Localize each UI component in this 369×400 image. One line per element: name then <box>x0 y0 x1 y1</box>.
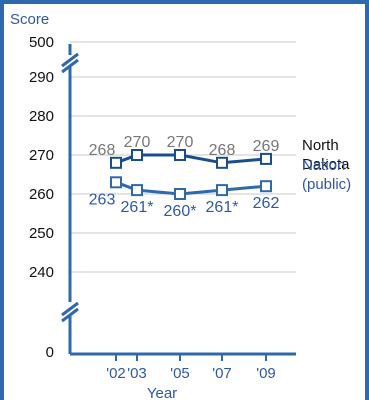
data-label: 260* <box>164 203 197 220</box>
y-axis-title: Score <box>10 11 49 28</box>
data-point-marker <box>216 156 228 169</box>
series-name-label: Dakota <box>302 156 350 173</box>
score-line-chart: 0 240 250 260 270 280 290 500 '02'03 '05 '07 '09 2… <box>10 11 351 400</box>
data-label: 268 <box>209 142 236 159</box>
y-tick-label: 240 <box>29 264 54 281</box>
data-point-marker <box>216 184 228 197</box>
y-tick-label: 290 <box>29 69 54 86</box>
data-label: 268 <box>89 142 116 159</box>
x-tick-label: '02 <box>106 365 126 382</box>
series-name-label: (public) <box>302 176 351 193</box>
axis-break-mark <box>61 52 79 68</box>
x-tick-label: '07 <box>212 365 232 382</box>
x-tick-label: '05 <box>170 365 190 382</box>
data-label: 270 <box>124 134 151 151</box>
data-point-marker <box>260 152 272 165</box>
data-point-marker <box>260 180 272 193</box>
y-tick-label: 250 <box>29 225 54 242</box>
data-label: 261* <box>206 199 239 216</box>
data-point-marker <box>110 176 122 189</box>
x-tick-label: '09 <box>256 365 276 382</box>
axes <box>61 44 296 361</box>
series-nation <box>110 176 272 200</box>
data-label: 261* <box>121 199 154 216</box>
data-point-marker <box>110 156 122 169</box>
series-name-label: North <box>302 137 339 154</box>
data-label: 269 <box>253 138 280 155</box>
axis-break-mark <box>61 58 79 74</box>
axis-break-mark <box>61 307 79 323</box>
series-name-label: Nation <box>302 157 345 174</box>
y-tick-labels: 0 240 250 260 270 280 290 500 <box>29 34 54 361</box>
data-labels: 268 270 270 268 269 263 261* 260* 261* 262 <box>89 134 280 220</box>
data-label: 262 <box>253 195 280 212</box>
data-label: 270 <box>167 134 194 151</box>
series-north-dakota <box>110 149 272 169</box>
series <box>110 149 272 200</box>
y-tick-label: 500 <box>29 34 54 51</box>
x-tick-label: '03 <box>127 365 147 382</box>
y-tick-label: 0 <box>46 344 54 361</box>
data-label: 263 <box>89 191 116 208</box>
data-point-marker <box>131 149 143 161</box>
y-tick-label: 270 <box>29 147 54 164</box>
x-axis-title: Year <box>147 385 177 400</box>
x-tick-labels: '02'03 '05 '07 '09 <box>106 365 276 382</box>
data-point-marker <box>174 149 186 161</box>
data-point-marker <box>131 184 143 197</box>
y-tick-label: 280 <box>29 108 54 125</box>
data-point-marker <box>174 188 186 200</box>
y-tick-label: 260 <box>29 186 54 203</box>
axis-break-mark <box>61 301 79 317</box>
